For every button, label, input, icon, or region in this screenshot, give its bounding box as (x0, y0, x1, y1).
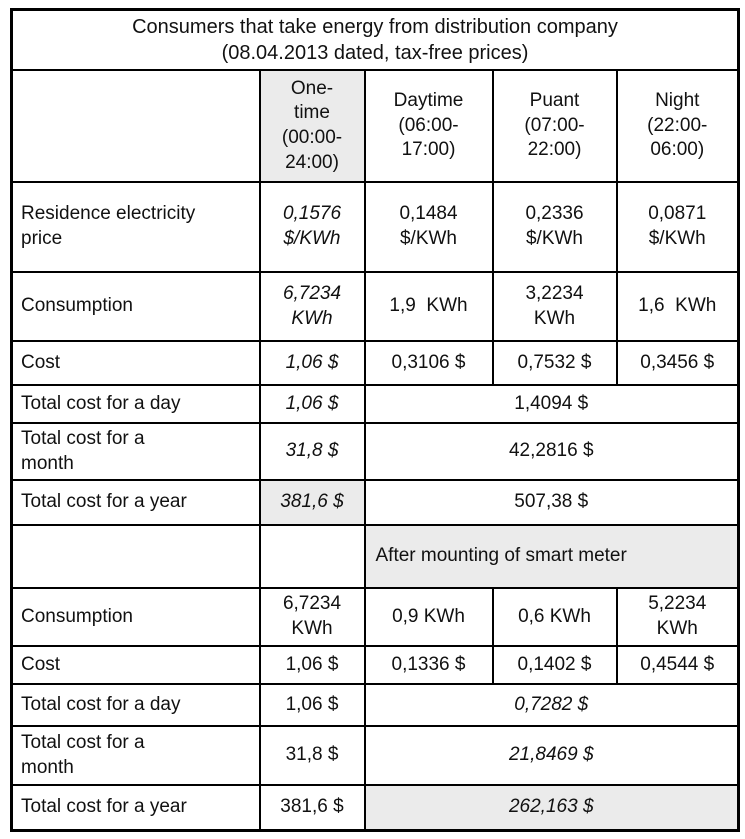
cell-one-time: 1,06 $ (258, 683, 366, 727)
cell-puant: 0,1402 $ (491, 645, 618, 685)
table-header-row: One- time (00:00- 24:00) Daytime (06:00-… (10, 69, 740, 183)
table-row: Cost 1,06 $ 0,3106 $ 0,7532 $ 0,3456 $ (10, 340, 740, 386)
row-label-total-day: Total cost for a day (10, 683, 261, 727)
banner-empty-label (10, 524, 261, 589)
banner-empty-one-time (258, 524, 366, 589)
table-row: Cost 1,06 $ 0,1336 $ 0,1402 $ 0,4544 $ (10, 645, 740, 685)
row-label-total-month: Total cost for a month (10, 422, 261, 481)
cell-puant: 0,7532 $ (491, 340, 618, 386)
cell-night: 1,6 KWh (615, 271, 740, 342)
table-row: Total cost for a day 1,06 $ 1,4094 $ (10, 384, 740, 424)
row-label-cost: Cost (10, 645, 261, 685)
header-puant: Puant (07:00- 22:00) (491, 69, 618, 183)
cell-night: 0,0871 $/KWh (615, 181, 740, 273)
header-empty-cell (10, 69, 261, 183)
table-row: Residence electricity price 0,1576 $/KWh… (10, 181, 740, 273)
cell-night: 0,3456 $ (615, 340, 740, 386)
cell-one-time: 0,1576 $/KWh (258, 181, 366, 273)
cell-daytime: 0,1336 $ (363, 645, 494, 685)
cell-merged-total-year: 507,38 $ (363, 479, 740, 526)
row-label-total-year: Total cost for a year (10, 784, 261, 831)
smart-meter-banner: After mounting of smart meter (363, 524, 740, 589)
cell-daytime: 1,9 KWh (363, 271, 494, 342)
table-row: Consumption 6,7234 KWh 0,9 KWh 0,6 KWh 5… (10, 587, 740, 647)
row-label-cost: Cost (10, 340, 261, 386)
smart-meter-banner-row: After mounting of smart meter (10, 524, 740, 589)
table-row: Total cost for a year 381,6 $ 262,163 $ (10, 784, 740, 831)
table-row: Total cost for a month 31,8 $ 21,8469 $ (10, 725, 740, 786)
cell-one-time: 381,6 $ (258, 479, 366, 526)
cell-one-time: 6,7234 KWh (258, 271, 366, 342)
cell-one-time: 31,8 $ (258, 422, 366, 481)
table-title: Consumers that take energy from distribu… (10, 8, 740, 71)
header-one-time: One- time (00:00- 24:00) (258, 69, 366, 183)
cell-daytime: 0,9 KWh (363, 587, 494, 647)
table-row: Consumption 6,7234 KWh 1,9 KWh 3,2234 KW… (10, 271, 740, 342)
table-row: Total cost for a day 1,06 $ 0,7282 $ (10, 683, 740, 727)
cell-puant: 0,2336 $/KWh (491, 181, 618, 273)
row-label-total-month: Total cost for a month (10, 725, 261, 786)
cell-one-time: 1,06 $ (258, 645, 366, 685)
row-label-total-year: Total cost for a year (10, 479, 261, 526)
cell-daytime: 0,3106 $ (363, 340, 494, 386)
cell-one-time: 6,7234 KWh (258, 587, 366, 647)
cell-merged-total-month: 42,2816 $ (363, 422, 740, 481)
header-daytime: Daytime (06:00- 17:00) (363, 69, 494, 183)
energy-cost-table: Consumers that take energy from distribu… (10, 8, 740, 832)
cell-merged-total-month: 21,8469 $ (363, 725, 740, 786)
cell-one-time: 1,06 $ (258, 384, 366, 424)
page: Consumers that take energy from distribu… (10, 8, 745, 832)
cell-one-time: 1,06 $ (258, 340, 366, 386)
cell-puant: 3,2234 KWh (491, 271, 618, 342)
cell-merged-total-day: 0,7282 $ (363, 683, 740, 727)
table-row: Total cost for a month 31,8 $ 42,2816 $ (10, 422, 740, 481)
cell-night: 5,2234 KWh (615, 587, 740, 647)
table-row: Total cost for a year 381,6 $ 507,38 $ (10, 479, 740, 526)
table-title-row: Consumers that take energy from distribu… (10, 8, 740, 71)
cell-daytime: 0,1484 $/KWh (363, 181, 494, 273)
row-label-total-day: Total cost for a day (10, 384, 261, 424)
cell-merged-total-day: 1,4094 $ (363, 384, 740, 424)
row-label-consumption: Consumption (10, 271, 261, 342)
cell-merged-total-year: 262,163 $ (363, 784, 740, 831)
row-label-consumption: Consumption (10, 587, 261, 647)
header-night: Night (22:00- 06:00) (615, 69, 740, 183)
cell-one-time: 31,8 $ (258, 725, 366, 786)
cell-one-time: 381,6 $ (258, 784, 366, 831)
cell-puant: 0,6 KWh (491, 587, 618, 647)
row-label-residence-price: Residence electricity price (10, 181, 261, 273)
cell-night: 0,4544 $ (615, 645, 740, 685)
